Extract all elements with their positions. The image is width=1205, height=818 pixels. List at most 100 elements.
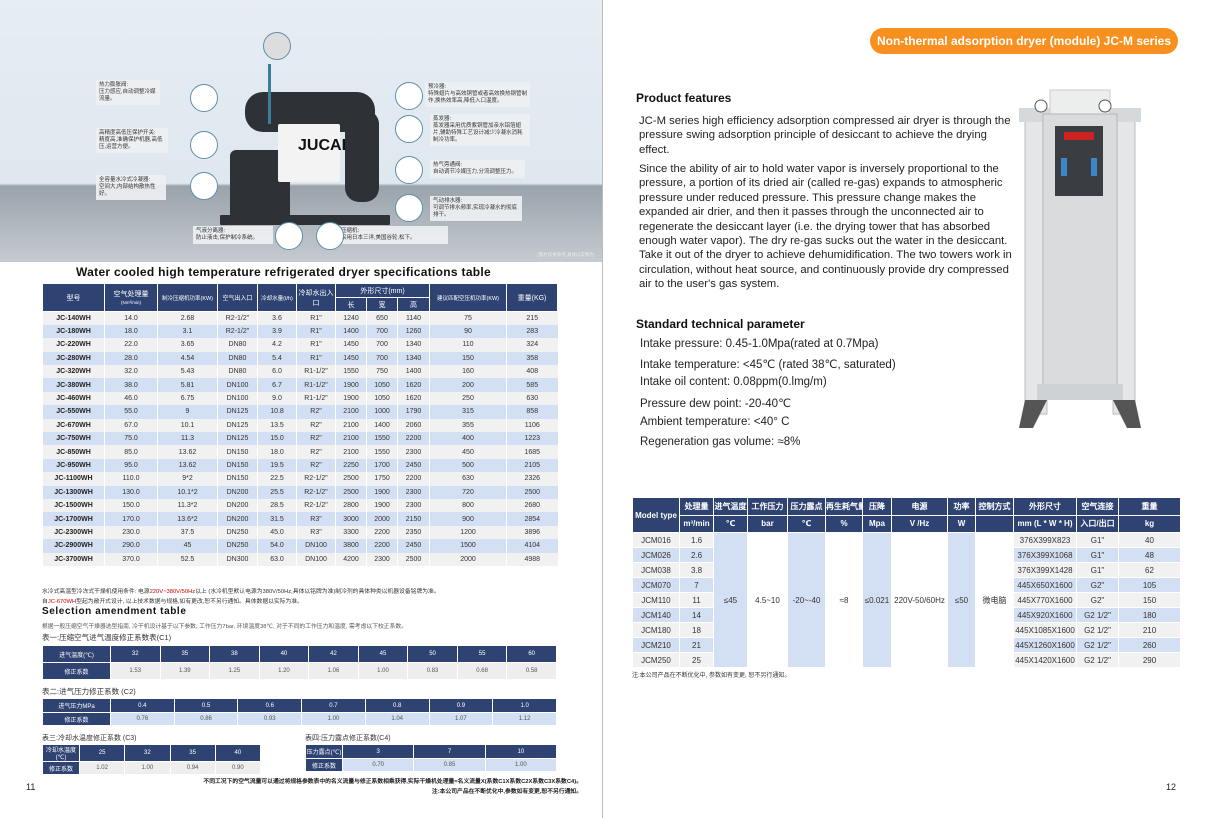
spec-row: JC-670WH 67.0 10.1 DN125 13.5 R2" 2100 1400 2060… [42, 418, 558, 433]
callout-title: 热气旁通阀: [433, 162, 463, 168]
spec-cell: 22.5 [257, 472, 297, 486]
spec-cell: 67.0 [104, 418, 158, 433]
key-cell: 40 [258, 645, 310, 663]
coef-cell: 1.12 [492, 712, 557, 726]
col-water-flow: 冷却水量(t/h) [257, 283, 297, 312]
c3-title: 表三:冷却水温度修正系数 (C3) [42, 735, 137, 742]
spec-cell: DN150 [217, 445, 258, 459]
spec-cell: R1-1/2" [296, 378, 336, 392]
spec-cell: 858 [506, 405, 558, 419]
spec-cell: 750 [366, 365, 398, 379]
key-cell: 55 [456, 645, 508, 663]
coef-cell: 1.00 [124, 761, 171, 775]
jcm-row: JCM016 1.6 ≤45 4.5~10 -20~-40 ≈8 ≤0.021 220V-50… [632, 532, 1181, 668]
flow-cell: 25 [679, 652, 714, 668]
spec-cell: DN125 [217, 432, 258, 446]
spec-cell: 1050 [366, 391, 398, 406]
spec-row: JC-2300WH 230.0 37.5 DN250 45.0 R3" 3300 2200 23… [42, 525, 558, 540]
spec-cell: 11.3*2 [157, 498, 218, 513]
coef-row: 修正系数 1.02 1.00 0.94 0.90 [42, 761, 262, 775]
coef-label: 修正系数 [42, 662, 111, 680]
jcm-row: JCM110 11 445X770X1600 G2" 150 [632, 592, 1181, 608]
spec-cell: 110.0 [104, 472, 158, 486]
spec-cell: R2" [296, 432, 336, 446]
pressure-gauge-icon [263, 32, 291, 60]
spec-cell: 1340 [397, 338, 430, 352]
spec-cell: 1500 [429, 539, 507, 553]
spec-cell: 700 [366, 324, 398, 339]
spec-cell: 160 [429, 365, 507, 379]
coef-cell: 1.25 [209, 662, 260, 680]
note-highlight: 220V~380V/50Hz [149, 589, 196, 595]
spec-cell: DN125 [217, 405, 258, 419]
jcm-cell: G2 1/2" [1076, 652, 1119, 668]
jcm-cell: 376X399X1068 [1013, 547, 1077, 563]
spec-cell: 25.5 [257, 485, 297, 499]
spec-cell: 200 [429, 378, 507, 392]
spec-cell: DN150 [217, 472, 258, 486]
col-model: 型号 [42, 283, 105, 312]
spec-cell: 3.1 [157, 324, 218, 339]
spec-cell: R2" [296, 458, 336, 473]
spec-cell: 1750 [366, 472, 398, 486]
col-header: 功率 [947, 497, 976, 516]
component-callout: 压缩机: 采用日本三洋,美国谷轮,松下。 [338, 226, 448, 244]
coef-cell: 1.04 [364, 712, 430, 726]
jcm-cell: G1" [1076, 562, 1119, 578]
jcm-cell: 180 [1118, 607, 1181, 623]
col-unit: 入口/出口 [1076, 514, 1119, 533]
shared-value-cell: ≤50 [947, 532, 976, 668]
spec-cell: 52.5 [157, 552, 218, 566]
key-cell: 35 [159, 645, 211, 663]
spec-cell: R2-1/2" [296, 498, 336, 513]
spec-cell: 10.1 [157, 418, 218, 433]
model-cell: JC-550WH [42, 405, 105, 419]
spec-cell: 2000 [429, 552, 507, 566]
col-unit: ℃ [713, 514, 748, 533]
spec-row: JC-180WH 18.0 3.1 R2-1/2" 3.9 R1" 1400 700 1260 9… [42, 324, 558, 339]
spec-cell: 2200 [366, 539, 398, 553]
jcm-cell: 105 [1118, 577, 1181, 593]
col-dims: 外形尺寸(mm) [335, 283, 430, 298]
spec-cell: 38.0 [104, 378, 158, 392]
callout-title: 气液分离器: [196, 228, 226, 234]
row-label: 压力露点(℃) [305, 744, 343, 759]
col-unit: Mpa [862, 514, 892, 533]
shared-value-cell: 4.5~10 [747, 532, 788, 668]
spec-cell: DN250 [217, 525, 258, 540]
spec-cell: 10.8 [257, 405, 297, 419]
jcm-cell: 290 [1118, 652, 1181, 668]
callout-text: 蒸发器采用优质紫铜管加亲水铝箔翅片,辅助特殊工艺设计减少冷凝水消耗制冷功率。 [433, 123, 523, 143]
param-item: Intake pressure: 0.45-1.0Mpa(rated at 0.… [640, 338, 879, 350]
spec-cell: 13.5 [257, 418, 297, 433]
col-flow-unit: (Nm³/min) [121, 300, 141, 305]
component-thumbnail-icon [395, 194, 423, 222]
gauge-line [268, 64, 271, 124]
callout-title: 高精度高低压保护开关: [99, 130, 156, 136]
jcm-row: JCM038 3.8 376X399X1428 G1" 62 [632, 562, 1181, 578]
spec-cell: 5.43 [157, 365, 218, 379]
key-cell: 25 [78, 744, 126, 762]
coef-cell: 1.20 [258, 662, 310, 680]
coef-cell: 1.00 [357, 662, 409, 680]
spec-cell: R1" [296, 338, 336, 352]
spec-cell: 1000 [366, 405, 398, 419]
params-title: Standard technical parameter [636, 317, 805, 331]
spec-cell: R2-1/2" [217, 311, 258, 325]
jcm-cell: 150 [1118, 592, 1181, 608]
spec-cell: 2150 [397, 512, 430, 526]
spec-cell: DN150 [217, 458, 258, 473]
spec-cell: 408 [506, 365, 558, 379]
spec-cell: 800 [429, 498, 507, 513]
jcm-row: JCM180 18 445X1085X1600 G2 1/2" 210 [632, 622, 1181, 638]
shared-value-cell: ≤0.021 [862, 532, 892, 668]
col-header: 重量 [1118, 497, 1181, 516]
col-unit: mm (L * W * H) [1013, 514, 1077, 533]
model-cell: JC-380WH [42, 378, 105, 392]
spec-cell: 2100 [335, 418, 367, 433]
coef-cell: 1.02 [78, 761, 126, 775]
coef-cell: 1.39 [159, 662, 211, 680]
coef-cell: 1.06 [308, 662, 359, 680]
spec-cell: 1790 [397, 405, 430, 419]
spec-cell: 2300 [366, 552, 398, 566]
